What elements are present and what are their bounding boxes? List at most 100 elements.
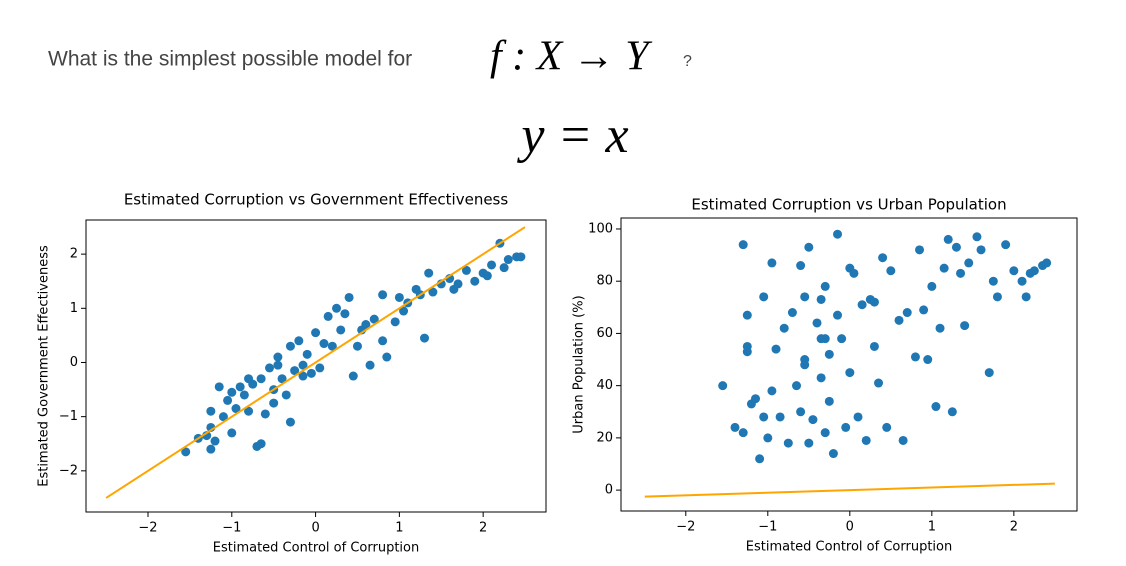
point xyxy=(984,368,994,378)
point xyxy=(759,412,769,422)
point xyxy=(273,360,283,370)
point xyxy=(759,292,769,302)
point xyxy=(352,341,362,351)
point xyxy=(935,323,945,333)
x-tick-label: 2 xyxy=(1010,520,1018,535)
point xyxy=(260,409,270,419)
point xyxy=(923,355,933,365)
point xyxy=(738,428,748,438)
point xyxy=(796,407,806,417)
point xyxy=(503,255,513,265)
point xyxy=(227,387,237,397)
x-tick-label: −1 xyxy=(222,521,241,536)
point xyxy=(369,314,379,324)
point xyxy=(424,268,434,278)
question: What is the simplest possible model for xyxy=(48,48,412,71)
chart-title: Estimated Corruption vs Government Effec… xyxy=(124,191,509,209)
y-tick-label: 100 xyxy=(588,221,613,236)
point xyxy=(763,433,773,443)
point xyxy=(824,396,834,406)
point xyxy=(845,368,855,378)
point xyxy=(951,242,961,252)
point xyxy=(972,232,982,242)
chart-title: Estimated Corruption vs Urban Population xyxy=(691,196,1006,214)
point xyxy=(882,422,892,432)
point xyxy=(837,334,847,344)
y-tick-label: −1 xyxy=(59,409,78,424)
point xyxy=(775,412,785,422)
x-tick-label: 1 xyxy=(395,521,403,536)
point xyxy=(285,417,295,427)
point xyxy=(869,341,879,351)
point xyxy=(516,252,526,262)
point xyxy=(214,382,224,392)
point xyxy=(264,363,274,373)
point xyxy=(857,300,867,310)
point xyxy=(181,447,191,457)
point xyxy=(294,336,304,346)
y-tick-label: 0 xyxy=(605,483,613,498)
point xyxy=(976,245,986,255)
x-tick-label: −2 xyxy=(138,521,157,536)
point xyxy=(1025,268,1035,278)
point xyxy=(771,344,781,354)
point xyxy=(244,406,254,416)
point xyxy=(767,386,777,396)
point xyxy=(779,323,789,333)
point xyxy=(239,390,249,400)
y-tick-label: 1 xyxy=(70,301,78,316)
point xyxy=(742,341,752,351)
point xyxy=(302,349,312,359)
point xyxy=(730,422,740,432)
y-tick-label: 80 xyxy=(596,274,613,289)
x-tick-label: 1 xyxy=(928,520,936,535)
point xyxy=(800,360,810,370)
point xyxy=(340,309,350,319)
point xyxy=(487,260,497,270)
point xyxy=(315,363,325,373)
point xyxy=(206,444,216,454)
point xyxy=(482,271,492,281)
fit-line xyxy=(644,482,1055,498)
point xyxy=(311,328,321,338)
point xyxy=(960,321,970,331)
point xyxy=(947,407,957,417)
point xyxy=(878,253,888,263)
point xyxy=(964,258,974,268)
point xyxy=(428,287,438,297)
point xyxy=(323,311,333,321)
point xyxy=(399,306,409,316)
point xyxy=(816,294,826,304)
point xyxy=(988,276,998,286)
point xyxy=(298,371,308,381)
point xyxy=(231,404,241,414)
point xyxy=(319,339,329,349)
point xyxy=(927,281,937,291)
point xyxy=(787,308,797,318)
point xyxy=(298,360,308,370)
point xyxy=(210,436,220,446)
point xyxy=(327,341,337,351)
point xyxy=(767,258,777,268)
point xyxy=(886,266,896,276)
point xyxy=(235,382,245,392)
x-axis-label: Estimated Control of Corruption xyxy=(746,540,952,555)
x-tick-label: 0 xyxy=(311,521,319,536)
point xyxy=(828,449,838,459)
model: y = x xyxy=(516,107,628,164)
x-axis-label: Estimated Control of Corruption xyxy=(213,541,419,556)
point xyxy=(894,315,904,325)
point xyxy=(869,297,879,307)
point xyxy=(943,234,953,244)
x-tick-label: −2 xyxy=(676,520,695,535)
point xyxy=(290,366,300,376)
point xyxy=(898,435,908,445)
point xyxy=(1021,292,1031,302)
point xyxy=(833,310,843,320)
point xyxy=(1042,258,1052,268)
point xyxy=(344,292,354,302)
point xyxy=(816,373,826,383)
point xyxy=(269,398,279,408)
fit-line xyxy=(105,226,526,499)
